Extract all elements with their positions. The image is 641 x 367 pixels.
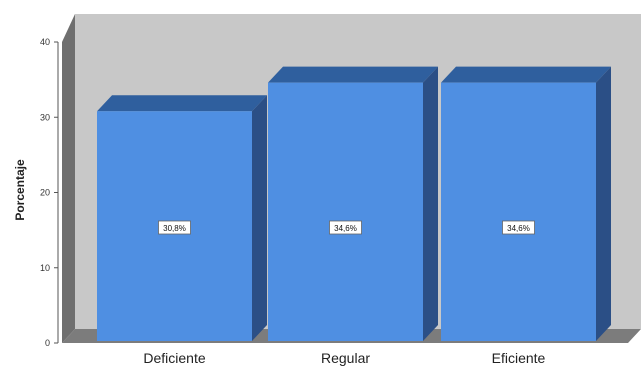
bar-deficiente: 30,8% Deficiente <box>97 95 267 366</box>
data-label: 30,8% <box>163 224 186 233</box>
y-axis-ticks: 0 10 20 30 40 <box>40 37 58 348</box>
y-axis-label: Porcentaje <box>13 159 27 221</box>
y-tick-label: 20 <box>40 188 50 198</box>
data-label: 34,6% <box>507 224 530 233</box>
bar-top <box>441 66 611 83</box>
bar-side <box>423 66 438 341</box>
bar-front <box>268 82 423 341</box>
bar-side <box>252 95 267 341</box>
bar-front <box>441 82 596 341</box>
y-tick: 20 <box>40 188 58 198</box>
y-tick-label: 30 <box>40 112 50 122</box>
data-label-box <box>158 220 191 235</box>
y-tick-label: 0 <box>45 338 50 348</box>
y-tick: 0 <box>45 338 58 348</box>
y-tick: 10 <box>40 263 58 273</box>
data-label-box <box>502 220 535 235</box>
data-label: 34,6% <box>334 224 357 233</box>
y-tick-label: 10 <box>40 263 50 273</box>
x-tick-label: Regular <box>321 350 370 366</box>
y-tick: 30 <box>40 112 58 122</box>
bar-top <box>268 66 438 83</box>
bar-regular: 34,6% Regular <box>268 66 438 366</box>
plot-left-wall <box>62 14 75 343</box>
bar-eficiente: 34,6% Eficiente <box>441 66 611 366</box>
y-tick-label: 40 <box>40 37 50 47</box>
x-tick-label: Deficiente <box>143 350 205 366</box>
y-tick: 40 <box>40 37 58 47</box>
bar-side <box>596 66 611 341</box>
data-label-box <box>329 220 362 235</box>
bars: 30,8% Deficiente 34,6% Regular 34,6% Efi… <box>97 66 611 366</box>
bar-top <box>97 95 267 112</box>
x-tick-label: Eficiente <box>492 350 546 366</box>
